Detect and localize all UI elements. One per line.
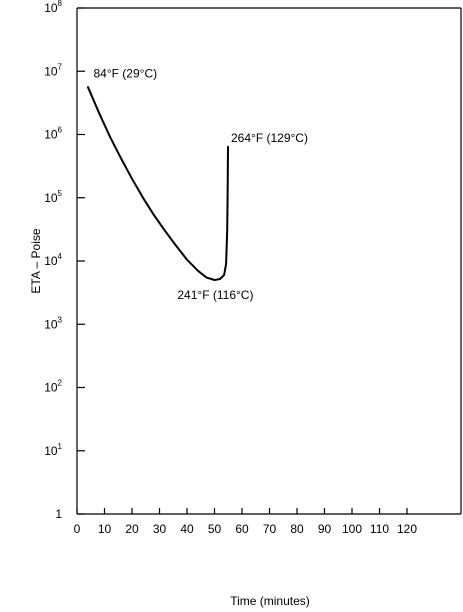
annotation-label: 264°F (129°C) bbox=[231, 131, 308, 145]
y-tick-label: 104 bbox=[44, 252, 62, 268]
x-tick-label: 110 bbox=[370, 522, 389, 536]
x-tick-label: 0 bbox=[74, 522, 81, 536]
x-tick-label: 20 bbox=[125, 522, 139, 536]
x-tick-label: 80 bbox=[290, 522, 304, 536]
x-tick-label: 100 bbox=[342, 522, 362, 536]
y-tick-label: 103 bbox=[44, 315, 62, 331]
annotation-label: 241°F (116°C) bbox=[177, 288, 253, 302]
y-axis-label: ETA – Poise bbox=[29, 228, 43, 293]
y-tick-label: 107 bbox=[44, 62, 62, 78]
series-line bbox=[87, 86, 229, 281]
x-axis-ticks: 0 10 20 30 40 50 60 70 80 90 100 110 120 bbox=[74, 508, 417, 536]
y-tick-label: 101 bbox=[44, 442, 62, 458]
y-tick-label: 106 bbox=[44, 126, 62, 142]
x-tick-label: 90 bbox=[318, 522, 332, 536]
series-layer bbox=[87, 86, 229, 281]
x-tick-label: 50 bbox=[208, 522, 222, 536]
x-tick-label: 40 bbox=[180, 522, 194, 536]
x-tick-label: 120 bbox=[397, 522, 417, 536]
y-tick-label: 1 bbox=[55, 507, 62, 521]
y-tick-label: 105 bbox=[44, 189, 62, 205]
x-axis-label: Time (minutes) bbox=[230, 594, 310, 608]
y-tick-label: 108 bbox=[44, 0, 62, 15]
x-tick-label: 30 bbox=[153, 522, 167, 536]
annotation-label: 84°F (29°C) bbox=[94, 66, 158, 80]
x-tick-label: 60 bbox=[235, 522, 249, 536]
x-tick-label: 10 bbox=[98, 522, 112, 536]
y-axis-ticks: 1 101 102 103 104 105 106 107 108 bbox=[44, 0, 85, 521]
y-tick-label: 102 bbox=[44, 379, 62, 395]
x-tick-label: 70 bbox=[263, 522, 277, 536]
annotation-layer: 84°F (29°C) 264°F (129°C) 241°F (116°C) bbox=[94, 66, 308, 302]
